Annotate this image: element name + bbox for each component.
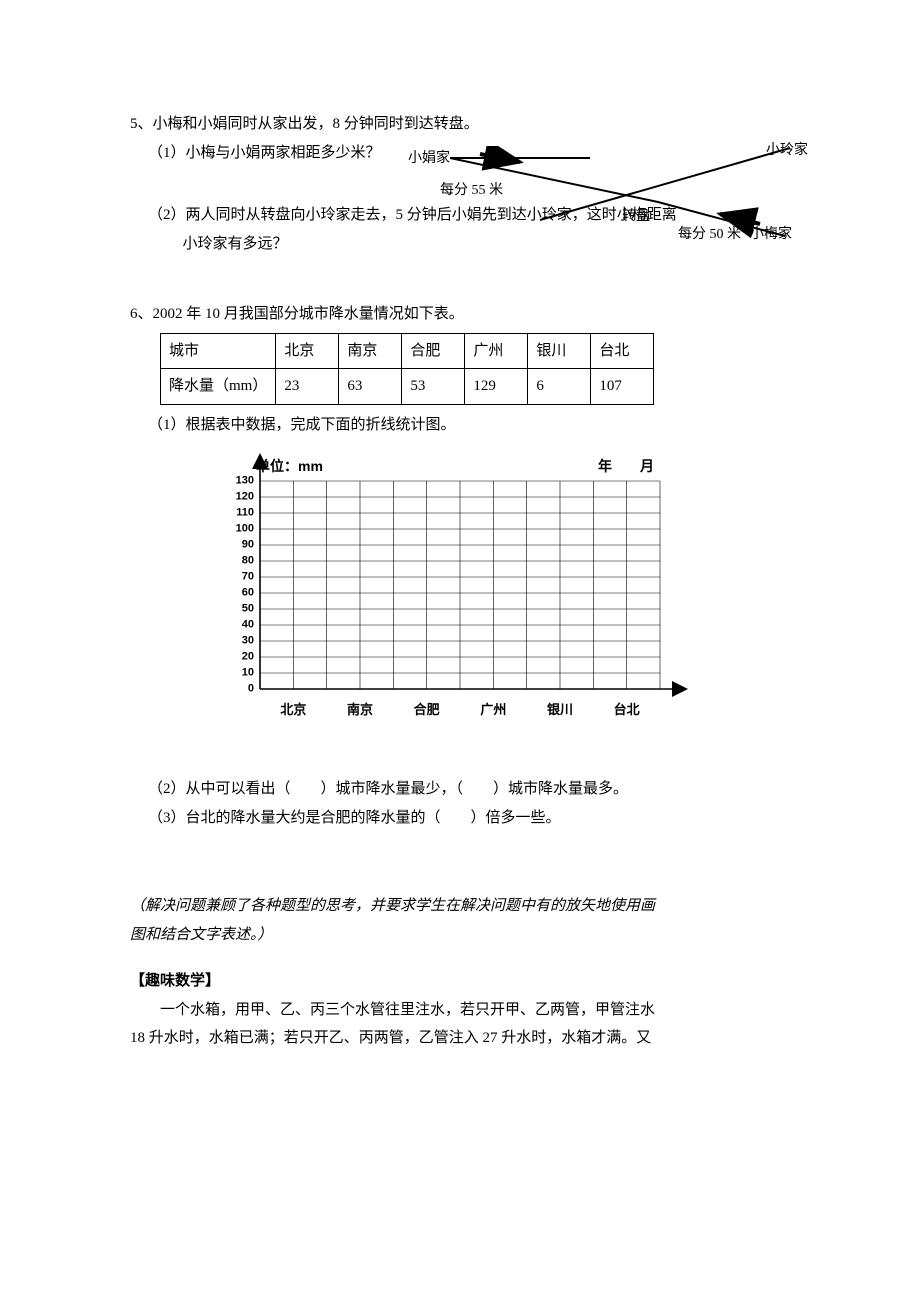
label-speed-mei: 每分 50 米 xyxy=(678,222,741,249)
note-line1: （解决问题兼顾了各种题型的思考，并要求学生在解决问题中有的放矢地使用画 xyxy=(130,892,800,921)
chart-grid xyxy=(220,453,690,713)
table-cell: 6 xyxy=(528,369,591,405)
label-juanjia: 小娟家 xyxy=(408,146,450,173)
q6-sub2: （2）从中可以看出（ ）城市降水量最少，（ ）城市降水量最多。 xyxy=(130,775,800,804)
y-tick: 80 xyxy=(242,556,254,567)
fun-heading: 【趣味数学】 xyxy=(130,967,800,996)
x-tick: 广州 xyxy=(480,698,506,723)
x-tick: 南京 xyxy=(347,698,373,723)
table-header-cell: 台北 xyxy=(591,333,654,369)
table-cell: 107 xyxy=(591,369,654,405)
q5-title: 5、小梅和小娟同时从家出发，8 分钟同时到达转盘。 xyxy=(130,110,800,139)
label-zhuanpan: 转盘 xyxy=(622,204,650,231)
y-tick: 70 xyxy=(242,572,254,583)
y-tick: 130 xyxy=(236,476,254,487)
y-tick: 60 xyxy=(242,588,254,599)
table-header-cell: 银川 xyxy=(528,333,591,369)
x-tick: 合肥 xyxy=(414,698,440,723)
x-tick: 银川 xyxy=(547,698,573,723)
table-cell: 23 xyxy=(276,369,339,405)
note-line2: 图和结合文字表述。） xyxy=(130,921,800,950)
table-cell: 53 xyxy=(402,369,465,405)
x-tick: 台北 xyxy=(614,698,640,723)
q6-title: 6、2002 年 10 月我国部分城市降水量情况如下表。 xyxy=(130,300,800,329)
y-tick: 30 xyxy=(242,636,254,647)
y-tick: 10 xyxy=(242,668,254,679)
q6-table: 城市北京南京合肥广州银川台北 降水量（mm）2363531296107 xyxy=(160,333,654,405)
q6-chart: 单位：mm 年 月 010203040506070809010011012013… xyxy=(220,453,690,733)
y-tick: 100 xyxy=(236,524,254,535)
fun-line2: 18 升水时，水箱已满；若只开乙、丙两管，乙管注入 27 升水时，水箱才满。又 xyxy=(130,1024,800,1053)
q5-block: 5、小梅和小娟同时从家出发，8 分钟同时到达转盘。 （1）小梅与小娟两家相距多少… xyxy=(130,110,800,258)
y-tick: 20 xyxy=(242,652,254,663)
label-lingjia: 小玲家 xyxy=(766,138,808,165)
x-tick: 北京 xyxy=(280,698,306,723)
fun-line1: 一个水箱，用甲、乙、丙三个水管往里注水，若只开甲、乙两管，甲管注水 xyxy=(130,996,800,1025)
label-meijia: 小梅家 xyxy=(750,222,792,249)
q5-diagram-lines xyxy=(390,146,810,266)
table-header-cell: 合肥 xyxy=(402,333,465,369)
y-tick: 90 xyxy=(242,540,254,551)
y-tick: 120 xyxy=(236,492,254,503)
table-header-cell: 城市 xyxy=(161,333,276,369)
y-tick: 0 xyxy=(248,684,254,695)
y-tick: 40 xyxy=(242,620,254,631)
table-header-cell: 北京 xyxy=(276,333,339,369)
y-tick: 50 xyxy=(242,604,254,615)
table-header-cell: 广州 xyxy=(465,333,528,369)
table-header-cell: 南京 xyxy=(339,333,402,369)
label-speed-juan: 每分 55 米 xyxy=(440,178,503,205)
table-cell: 129 xyxy=(465,369,528,405)
q6-sub1: （1）根据表中数据，完成下面的折线统计图。 xyxy=(130,411,800,440)
table-cell: 63 xyxy=(339,369,402,405)
table-row-label: 降水量（mm） xyxy=(161,369,276,405)
q6-sub3: （3）台北的降水量大约是合肥的降水量的（ ）倍多一些。 xyxy=(130,804,800,833)
y-tick: 110 xyxy=(236,508,254,519)
